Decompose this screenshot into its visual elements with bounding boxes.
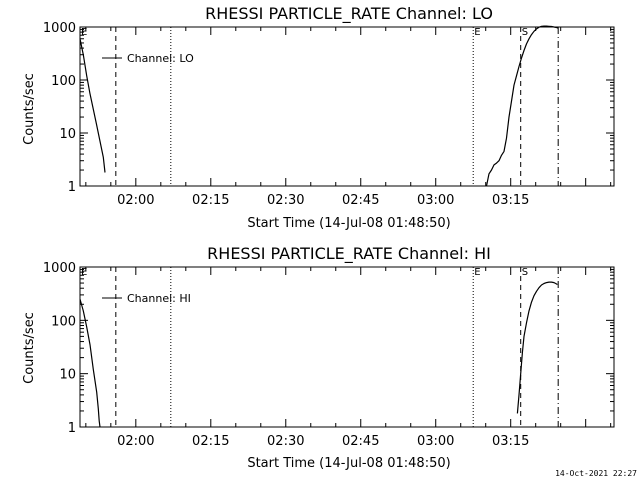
plot-marks: 02:00 02:15 02:30 02:45 03:00 03:15 1 10 100 1000…	[43, 261, 615, 449]
marker-label: E	[474, 27, 480, 38]
y-tick-label: 1000	[43, 261, 76, 276]
y-tick-label: 1	[68, 421, 76, 436]
x-tick-label: 03:15	[492, 193, 529, 208]
y-tick-label: 100	[51, 314, 76, 329]
marker-label: E	[81, 267, 87, 278]
x-tick-label: 03:15	[492, 434, 529, 449]
marker-label: E	[81, 27, 87, 38]
y-tick-label: 1000	[43, 21, 76, 36]
x-tick-label: 03:00	[417, 434, 454, 449]
x-tick-label: 02:00	[117, 193, 154, 208]
legend-entry: Channel: HI	[127, 292, 191, 305]
chart-title: RHESSI PARTICLE_RATE Channel: LO	[205, 4, 493, 24]
marker-label: E	[474, 267, 480, 278]
chart-title: RHESSI PARTICLE_RATE Channel: HI	[207, 244, 491, 264]
x-tick-label: 03:00	[417, 193, 454, 208]
plot-frame	[79, 266, 615, 428]
plot-frame	[79, 26, 615, 187]
y-tick-label: 1	[68, 180, 76, 195]
marker-label: S	[522, 27, 528, 38]
series-line	[485, 25, 559, 187]
y-tick-label: 10	[59, 127, 76, 142]
x-tick-label: 02:30	[267, 193, 304, 208]
x-tick-label: 02:15	[192, 434, 229, 449]
x-tick-label: 02:45	[342, 434, 379, 449]
x-axis-label: Start Time (14-Jul-08 01:48:50)	[247, 456, 450, 471]
x-axis-label: Start Time (14-Jul-08 01:48:50)	[247, 216, 450, 231]
x-tick-label: 02:00	[117, 434, 154, 449]
y-tick-label: 100	[51, 74, 76, 89]
legend-entry: Channel: LO	[127, 52, 194, 65]
hi-channel-panel: RHESSI PARTICLE_RATE Channel: HI Start T…	[22, 244, 615, 471]
series-line	[79, 38, 106, 173]
y-axis-label: Counts/sec	[22, 73, 37, 145]
y-axis-label: Counts/sec	[22, 312, 37, 384]
lo-channel-panel: RHESSI PARTICLE_RATE Channel: LO Start T…	[22, 4, 615, 231]
x-tick-label: 02:30	[267, 434, 304, 449]
x-tick-label: 02:15	[192, 193, 229, 208]
y-tick-label: 10	[59, 368, 76, 383]
marker-label: S	[522, 267, 528, 278]
series-line	[79, 298, 101, 428]
series-line	[516, 281, 558, 414]
generation-timestamp: 14-Oct-2021 22:27	[555, 469, 637, 478]
plot-marks: 02:00 02:15 02:30 02:45 03:00 03:15 1 10 100 1000…	[43, 21, 615, 208]
x-tick-label: 02:45	[342, 193, 379, 208]
